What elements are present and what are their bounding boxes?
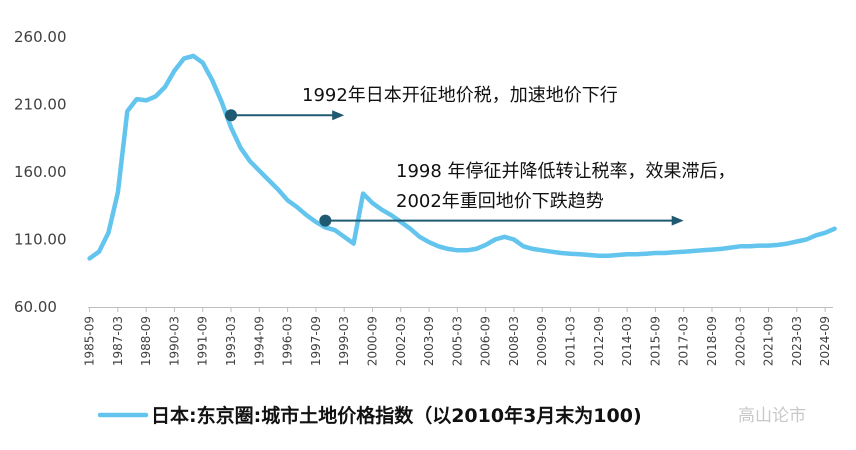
annotation-layer: 1992年日本开征地价税，加速地价下行 1998 年停征并降低转让税率，效果滞后，… (225, 85, 736, 227)
annotation-point (225, 109, 238, 122)
legend-label: 日本:东京圈:城市土地价格指数（以2010年3月末为100) (151, 404, 642, 427)
x-tick-label: 2011-03 (564, 316, 578, 366)
x-tick-label: 2023-03 (790, 316, 804, 366)
x-tick-label: 2005-03 (450, 316, 464, 366)
x-tick-label: 2015-09 (648, 316, 662, 366)
x-tick-label: 2002-03 (394, 316, 408, 366)
x-tick-label: 2003-09 (422, 316, 436, 366)
y-axis: 260.00 210.00 160.00 110.00 60.00 (14, 28, 67, 316)
x-tick-label: 1997-09 (309, 316, 323, 366)
y-tick-label: 260.00 (14, 28, 67, 46)
x-tick-label: 2012-09 (592, 316, 606, 366)
y-tick-label: 60.00 (14, 298, 57, 316)
x-tick-label: 2018-09 (705, 316, 719, 366)
x-tick-label: 2008-03 (507, 316, 521, 366)
x-tick-label: 1987-03 (111, 316, 125, 366)
x-tick-label: 1994-09 (252, 316, 266, 366)
x-tick-label: 1996-03 (281, 316, 295, 366)
x-tick-label: 2006-09 (479, 316, 493, 366)
annotation-text-line: 1998 年停征并降低转让税率，效果滞后， (396, 161, 736, 182)
series-layer (87, 53, 837, 261)
x-tick-label: 2021-09 (762, 316, 776, 366)
y-tick-label: 110.00 (14, 231, 67, 249)
annotation-arrowhead (332, 110, 345, 121)
annotation-text: 1992年日本开征地价税，加速地价下行 (302, 85, 618, 106)
x-axis: 1985-09 1987-03 1988-09 1990-03 1991-09 1993-… (83, 307, 833, 366)
x-tick-label: 1985-09 (83, 316, 97, 366)
annotation-point (319, 214, 332, 227)
legend: 日本:东京圈:城市土地价格指数（以2010年3月末为100) (97, 404, 642, 427)
x-tick-label: 2014-03 (620, 316, 634, 366)
x-tick-label: 1993-03 (224, 316, 238, 366)
annotation-arrowhead (671, 215, 684, 226)
x-tick-label: 2020-03 (733, 316, 747, 366)
x-tick-label: 1990-03 (167, 316, 181, 366)
annotation-text-line: 2002年重回地价下跌趋势 (396, 191, 604, 212)
x-tick-label: 1988-09 (139, 316, 153, 366)
x-tick-label: 2017-03 (677, 316, 691, 366)
y-tick-label: 160.00 (14, 163, 67, 181)
x-tick-label: 2024-09 (818, 316, 832, 366)
x-tick-label: 1991-09 (196, 316, 210, 366)
y-tick-label: 210.00 (14, 96, 67, 114)
series-line (87, 53, 837, 261)
x-tick-label: 1999-03 (337, 316, 351, 366)
x-tick-label: 2000-09 (365, 316, 379, 366)
x-tick-label: 2009-09 (535, 316, 549, 366)
watermark: 高山论市 (738, 406, 806, 426)
